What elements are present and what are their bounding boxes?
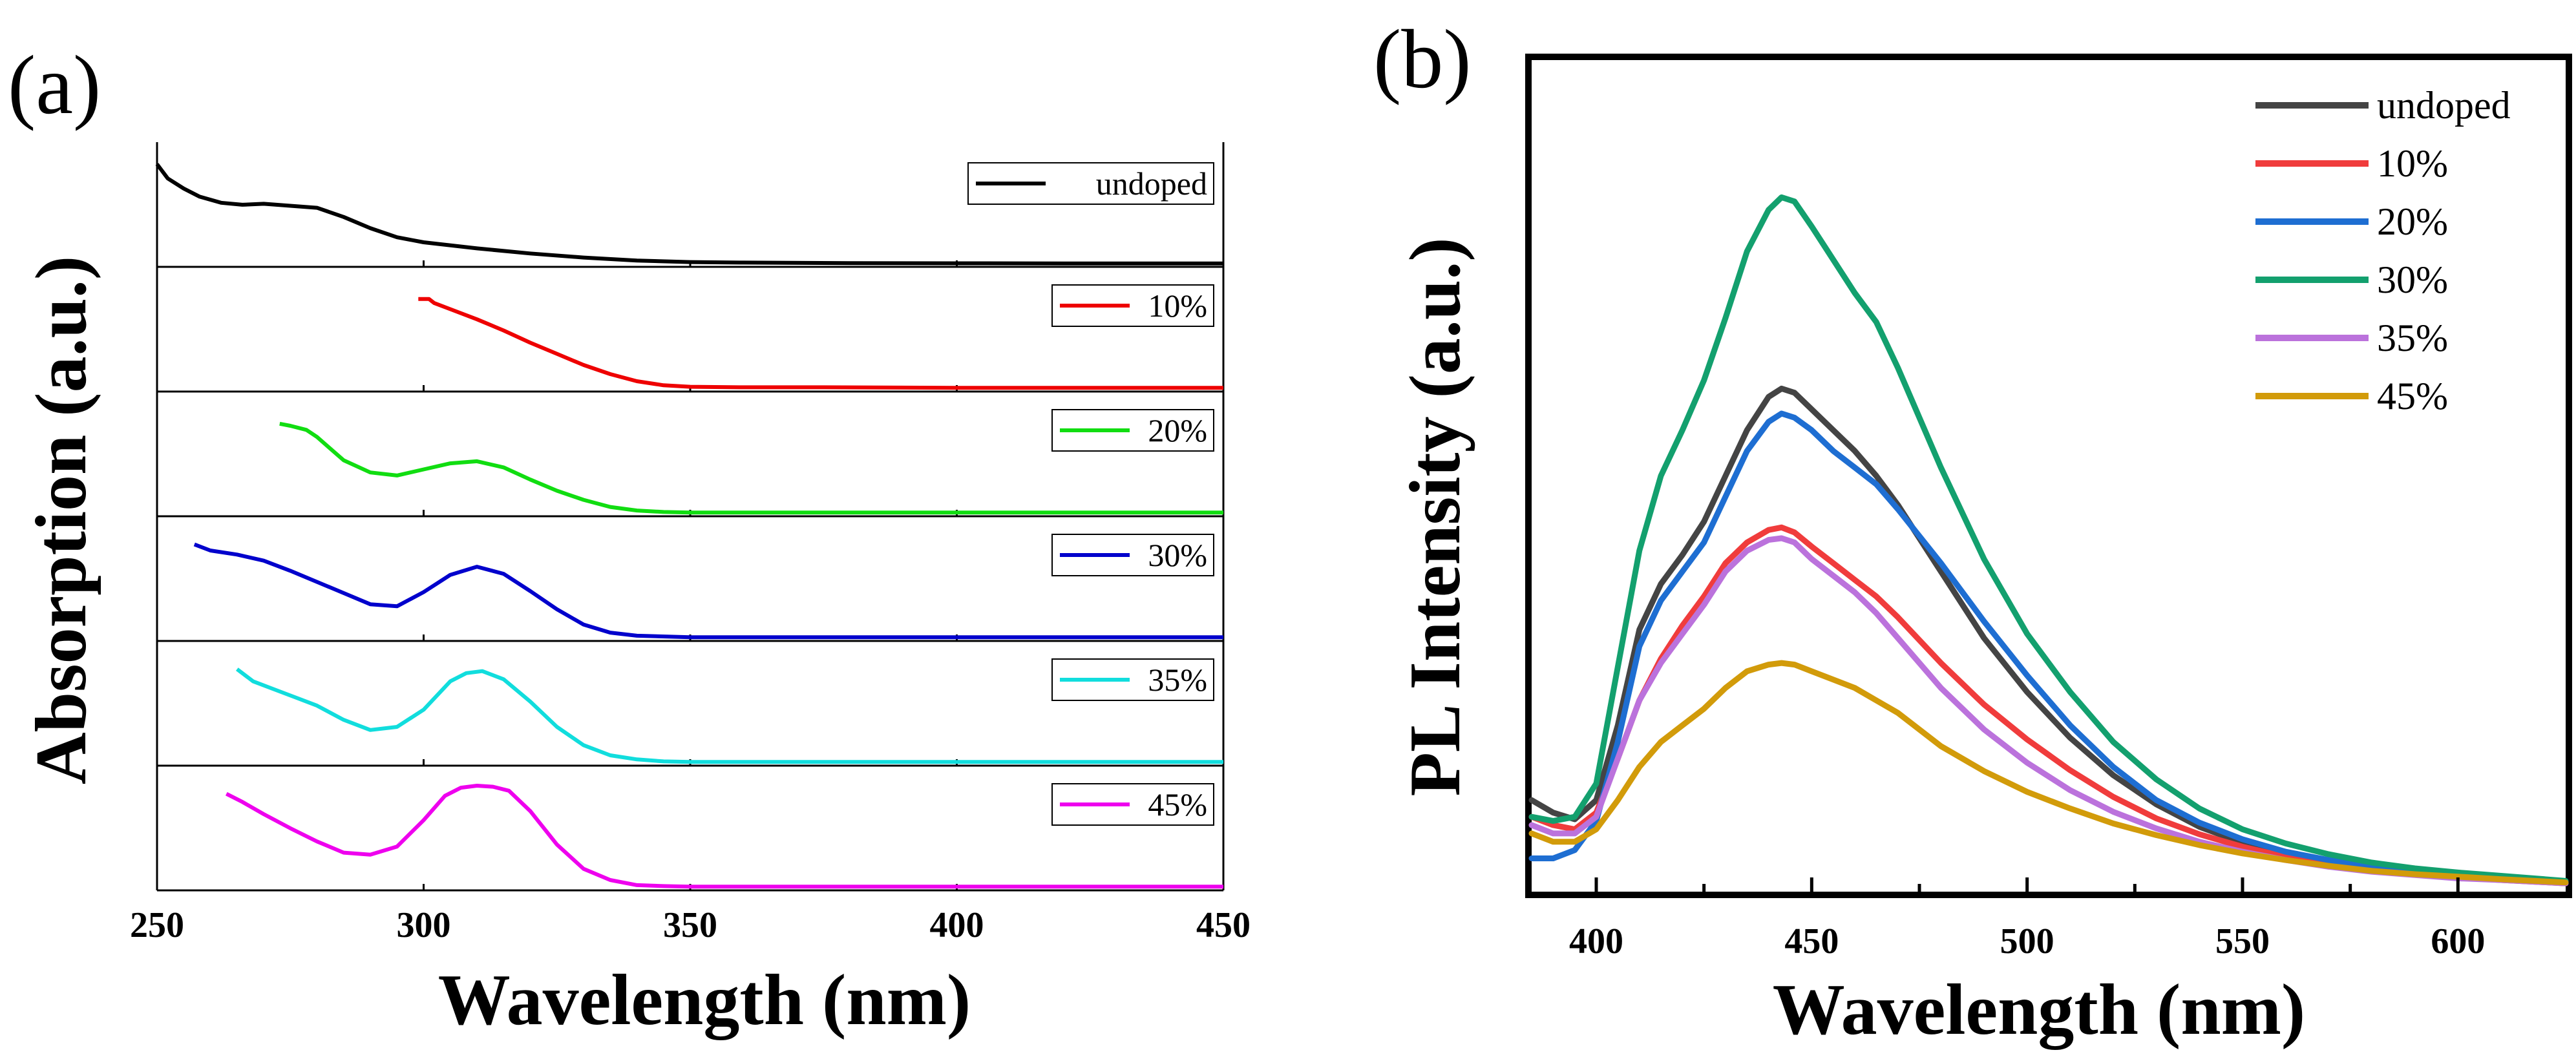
panel-a-curves xyxy=(155,163,1223,889)
panel-b-legend-label: 20% xyxy=(2377,200,2448,243)
panel-a-legend-20pct: 20% xyxy=(1051,409,1214,452)
panel-b-legend-item-undoped: undoped xyxy=(2255,84,2511,127)
panel-b-curve-45pct xyxy=(1528,660,2569,886)
panel-a-curve-45pct xyxy=(225,784,1223,889)
panel-b-legend-label: 35% xyxy=(2377,317,2448,359)
panel-a-legend-30pct: 30% xyxy=(1051,534,1214,576)
panel-b-curves xyxy=(1528,194,2569,886)
panel-b-legend-item-20pct: 20% xyxy=(2255,200,2448,243)
panel-b-curve-30pct xyxy=(1528,194,2569,884)
panel-a: (a) Absorption (a.u.) Wavelength (nm) un… xyxy=(8,39,1251,1040)
panel-a-curve-undoped xyxy=(155,163,1223,266)
panel-a-y-axis-title: Absorption (a.u.) xyxy=(21,256,101,784)
panel-a-legend-45pct: 45% xyxy=(1051,783,1214,826)
panel-b-legend-item-10pct: 10% xyxy=(2255,142,2448,185)
panel-a-x-tick-label: 250 xyxy=(130,905,184,945)
panel-a-legend-35pct: 35% xyxy=(1051,658,1214,701)
panel-b-x-axis-title: Wavelength (nm) xyxy=(1773,970,2305,1050)
panel-a-x-axis-title: Wavelength (nm) xyxy=(438,960,971,1040)
panel-b-legend-item-35pct: 35% xyxy=(2255,317,2448,359)
panel-b-legend-label: 10% xyxy=(2377,142,2448,185)
panel-a-x-tick-label: 300 xyxy=(397,905,451,945)
panel-b-x-tick-label: 550 xyxy=(2215,921,2270,961)
panel-b-curve-10pct xyxy=(1528,524,2569,886)
panel-b-label: (b) xyxy=(1373,13,1472,106)
panel-a-legend-undoped: undoped xyxy=(967,162,1214,205)
panel-b-legend-label: undoped xyxy=(2377,84,2511,127)
panel-b-legend: undoped 10% 20% 30% 35% 45% xyxy=(2255,84,2511,417)
panel-a-legend-label: 30% xyxy=(1148,537,1207,573)
panel-a-legend-label: 35% xyxy=(1148,662,1207,698)
panel-b-curve-20pct xyxy=(1528,410,2569,885)
panel-a-curve-20pct xyxy=(279,421,1223,515)
panel-a-x-tick-label: 450 xyxy=(1196,905,1251,945)
panel-b-legend-item-45pct: 45% xyxy=(2255,375,2448,417)
panel-a-legend-label: undoped xyxy=(1096,165,1207,202)
panel-b-y-axis-title: PL Intensity (a.u.) xyxy=(1395,238,1475,797)
panel-b-x-tick-label: 600 xyxy=(2431,921,2485,961)
panel-a-subplot-frames xyxy=(156,142,1225,892)
panel-a-curve-35pct xyxy=(235,667,1223,764)
panel-b-legend-label: 30% xyxy=(2377,258,2448,301)
panel-b-x-tick-label: 400 xyxy=(1569,921,1623,961)
panel-a-x-tick-label: 400 xyxy=(930,905,984,945)
panel-a-x-ticks: 250 300 350 400 450 xyxy=(130,905,1251,945)
panel-a-legend-label: 45% xyxy=(1148,786,1207,823)
panel-b-legend-label: 45% xyxy=(2377,375,2448,417)
panel-b-curve-undoped xyxy=(1528,385,2569,885)
panel-b-legend-item-30pct: 30% xyxy=(2255,258,2448,301)
panel-b-plot-frame xyxy=(1525,54,2572,898)
panel-b: (b) PL Intensity (a.u.) Wavelength (nm) … xyxy=(1373,13,2572,1050)
panel-b-x-ticks: 400 450 500 550 600 xyxy=(1569,877,2485,961)
panel-a-label: (a) xyxy=(8,39,101,132)
panel-a-curve-30pct xyxy=(193,542,1223,640)
panel-a-curve-10pct xyxy=(418,297,1223,390)
panel-a-legend-10pct: 10% xyxy=(1051,284,1214,327)
panel-b-x-tick-label: 450 xyxy=(1784,921,1839,961)
panel-a-legend-label: 20% xyxy=(1148,412,1207,448)
panel-a-legends: undoped 10% 20% 30% 35% 45% xyxy=(967,162,1214,826)
panel-a-legend-label: 10% xyxy=(1148,288,1207,324)
panel-a-x-tick-label: 350 xyxy=(663,905,717,945)
panel-b-x-tick-label: 500 xyxy=(2000,921,2054,961)
